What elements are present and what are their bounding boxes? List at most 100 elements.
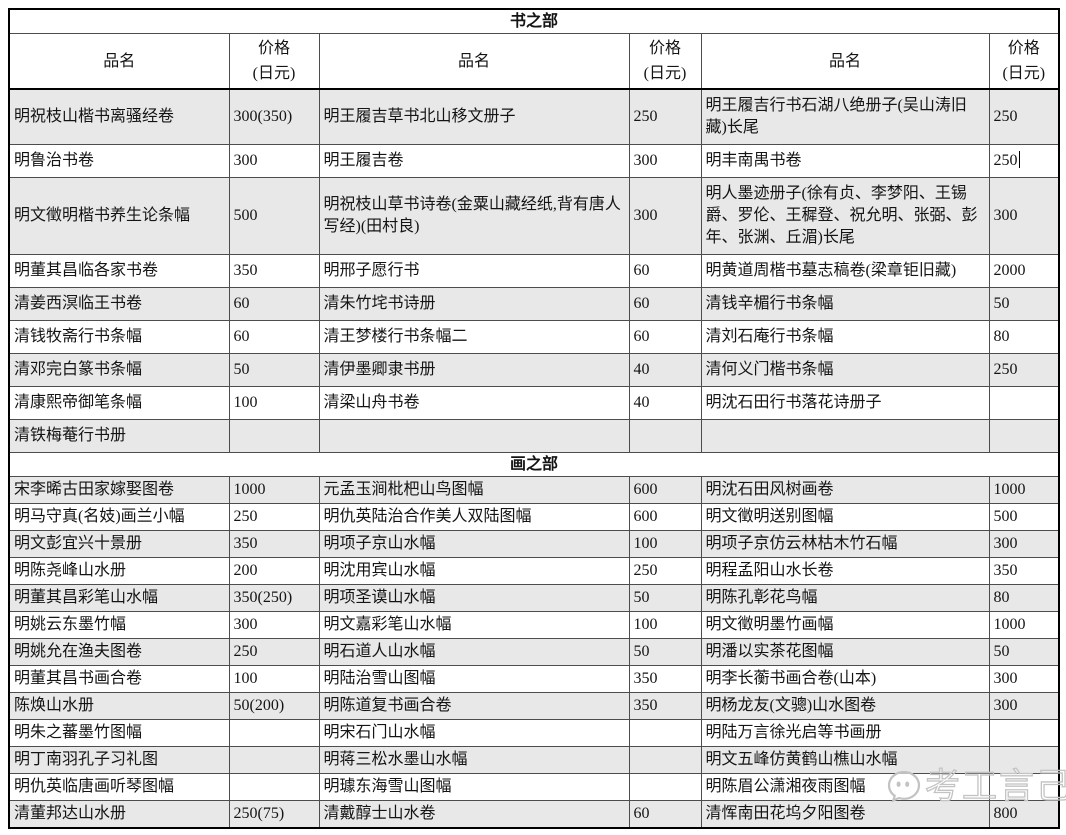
column-header-name: 品名 (8, 33, 230, 90)
table-row: 明董其昌彩笔山水幅 350(250) 明项圣谟山水幅 50 明陈孔彰花鸟幅 80 (8, 584, 1060, 612)
item-name-cell: 明项圣谟山水幅 (318, 584, 630, 612)
item-name-cell: 清何义门楷书条幅 (700, 353, 990, 387)
price-cell: 250 (988, 88, 1060, 145)
price-cell: 300 (228, 611, 320, 639)
column-header-price-line1: 价格 (257, 40, 290, 57)
price-cell: 250 (628, 88, 702, 145)
item-name-cell: 明蒋三松水墨山水幅 (318, 746, 630, 774)
price-cell: 100 (228, 386, 320, 420)
price-cell: 350(250) (228, 584, 320, 612)
item-name-cell: 清钱牧斋行书条幅 (8, 320, 230, 354)
price-cell: 200 (228, 557, 320, 585)
item-name-cell: 明董其昌临各家书卷 (8, 254, 230, 288)
item-name-cell: 宋李晞古田家嫁娶图卷 (8, 476, 230, 504)
item-name-cell: 明王履吉草书北山移文册子 (318, 88, 630, 145)
item-name-cell: 清钱辛楣行书条幅 (700, 287, 990, 321)
price-cell: 40 (628, 386, 702, 420)
item-name-cell: 清朱竹垞书诗册 (318, 287, 630, 321)
price-cell: 60 (628, 800, 702, 829)
price-cell: 250 (988, 144, 1060, 178)
price-cell: 50 (988, 638, 1060, 666)
item-name-cell: 清梁山舟书卷 (318, 386, 630, 420)
item-name-cell: 明鲁治书卷 (8, 144, 230, 178)
price-cell: 1000 (988, 611, 1060, 639)
table-row: 清康熙帝御笔条幅 100 清梁山舟书卷 40 明沈石田行书落花诗册子 (8, 386, 1060, 420)
price-cell: 2000 (988, 254, 1060, 288)
table-row: 明马守真(名妓)画兰小幅 250 明仇英陆治合作美人双陆图幅 600 明文徵明送别图幅 5… (8, 503, 1060, 531)
price-cell: 50 (628, 584, 702, 612)
price-cell: 250 (988, 353, 1060, 387)
item-name-cell: 明文徵明楷书养生论条幅 (8, 177, 230, 255)
item-name-cell: 明人墨迹册子(徐有贞、李梦阳、王锡爵、罗伦、王穉登、祝允明、张弼、彭年、张渊、丘… (700, 177, 990, 255)
price-table: 书之部 品名 价格 (日元) 品名 价格 (日元) 品名 价格 (日元) (8, 8, 1061, 829)
item-name-cell: 明仇英临唐画听琴图幅 (8, 773, 230, 801)
book-rows-body: 明祝枝山楷书离骚经卷 300(350) 明王履吉草书北山移文册子 250 明王履吉行书石… (8, 88, 1060, 453)
column-header-price-line2: (日元) (1002, 65, 1046, 82)
item-name-cell: 清王梦楼行书条幅二 (318, 320, 630, 354)
item-name-cell: 元孟玉涧枇杷山鸟图幅 (318, 476, 630, 504)
column-header-price-line2: (日元) (643, 65, 687, 82)
painting-section-head: 画之部 (8, 452, 1060, 477)
price-cell: 300(350) (228, 88, 320, 145)
price-cell (988, 386, 1060, 420)
item-name-cell: 明文五峰仿黄鹤山樵山水幅 (700, 746, 990, 774)
table-row: 宋李晞古田家嫁娶图卷 1000 元孟玉涧枇杷山鸟图幅 600 明沈石田风树画卷 1000 (8, 476, 1060, 504)
price-cell: 80 (988, 320, 1060, 354)
section-title-book: 书之部 (8, 8, 1060, 34)
price-cell: 50 (988, 287, 1060, 321)
table-row: 明董其昌书画合卷 100 明陆治雪山图幅 350 明李长蘅书画合卷(山本) 300 (8, 665, 1060, 693)
item-name-cell: 明董其昌书画合卷 (8, 665, 230, 693)
price-cell (228, 419, 320, 453)
table-row: 清董邦达山水册 250(75) 清戴醇士山水卷 60 清恽南田花坞夕阳图卷 800 (8, 800, 1060, 829)
price-cell: 350 (228, 254, 320, 288)
price-cell: 800 (988, 800, 1060, 829)
item-name-cell: 明陆万言徐光启等书画册 (700, 719, 990, 747)
section-title-row-painting: 画之部 (8, 452, 1060, 477)
document-page: 书之部 品名 价格 (日元) 品名 价格 (日元) 品名 价格 (日元) (8, 8, 1061, 829)
item-name-cell: 明陈道复书画合卷 (318, 692, 630, 720)
table-row: 明文徵明楷书养生论条幅 500 明祝枝山草书诗卷(金粟山藏经纸,背有唐人写经)(田村… (8, 177, 1060, 255)
price-cell: 250 (628, 557, 702, 585)
price-cell: 300 (988, 692, 1060, 720)
item-name-cell: 明潘以实茶花图幅 (700, 638, 990, 666)
price-cell (628, 746, 702, 774)
item-name-cell: 明李长蘅书画合卷(山本) (700, 665, 990, 693)
item-name-cell: 明文彭宜兴十景册 (8, 530, 230, 558)
item-name-cell (700, 419, 990, 453)
item-name-cell: 明祝枝山草书诗卷(金粟山藏经纸,背有唐人写经)(田村良) (318, 177, 630, 255)
price-cell: 300 (628, 144, 702, 178)
item-name-cell: 清邓完白篆书条幅 (8, 353, 230, 387)
table-row: 清邓完白篆书条幅 50 清伊墨卿隶书册 40 清何义门楷书条幅 250 (8, 353, 1060, 387)
table-row: 明朱之蕃墨竹图幅 明宋石门山水幅 明陆万言徐光启等书画册 (8, 719, 1060, 747)
price-cell: 80 (988, 584, 1060, 612)
price-cell: 300 (988, 665, 1060, 693)
item-name-cell: 明项子京山水幅 (318, 530, 630, 558)
price-cell (228, 719, 320, 747)
item-name-cell: 清伊墨卿隶书册 (318, 353, 630, 387)
price-cell: 350 (628, 665, 702, 693)
price-cell: 60 (628, 287, 702, 321)
price-cell (988, 719, 1060, 747)
price-cell: 60 (628, 254, 702, 288)
price-cell: 500 (228, 177, 320, 255)
price-cell: 300 (988, 177, 1060, 255)
price-cell: 600 (628, 503, 702, 531)
item-name-cell: 明丰南禺书卷 (700, 144, 990, 178)
price-cell: 350 (228, 530, 320, 558)
item-name-cell: 明程孟阳山水长卷 (700, 557, 990, 585)
item-name-cell: 明沈石田行书落花诗册子 (700, 386, 990, 420)
item-name-cell: 明董其昌彩笔山水幅 (8, 584, 230, 612)
column-header-price: 价格 (日元) (228, 33, 320, 90)
item-name-cell: 明杨龙友(文骢)山水图卷 (700, 692, 990, 720)
price-cell: 60 (228, 320, 320, 354)
item-name-cell: 明璩东海雪山图幅 (318, 773, 630, 801)
table-row: 明姚允在渔夫图卷 250 明石道人山水幅 50 明潘以实茶花图幅 50 (8, 638, 1060, 666)
table-row: 明姚云东墨竹幅 300 明文嘉彩笔山水幅 100 明文徵明墨竹画幅 1000 (8, 611, 1060, 639)
section-title-row-book: 书之部 (8, 8, 1060, 34)
item-name-cell: 明王履吉行书石湖八绝册子(吴山涛旧藏)长尾 (700, 88, 990, 145)
item-name-cell: 明陈孔彰花鸟幅 (700, 584, 990, 612)
table-row: 清铁梅菴行书册 (8, 419, 1060, 453)
item-name-cell: 明沈用宾山水幅 (318, 557, 630, 585)
price-cell: 100 (628, 611, 702, 639)
price-cell: 40 (628, 353, 702, 387)
